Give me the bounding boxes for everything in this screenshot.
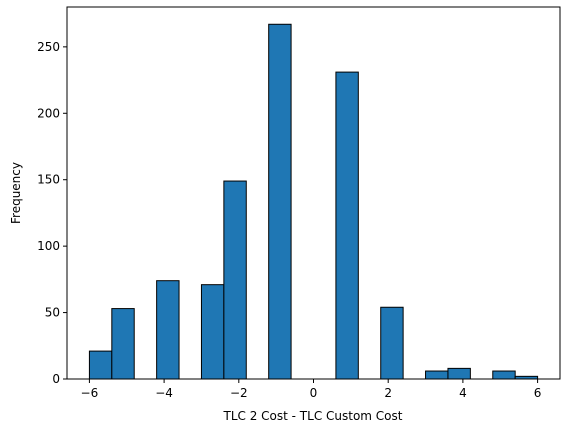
y-axis-label: Frequency	[9, 162, 23, 224]
histogram-bar	[381, 307, 403, 379]
histogram-bar	[448, 368, 470, 379]
x-tick-label: 2	[384, 386, 392, 400]
x-tick-label: −4	[155, 386, 173, 400]
y-axis-ticks: 0 50 100 150 200 250	[37, 40, 67, 386]
y-tick-label: 100	[37, 239, 60, 253]
histogram-bar	[112, 309, 134, 379]
histogram-bar	[157, 281, 179, 379]
bars-group	[89, 24, 537, 379]
y-tick-label: 0	[52, 372, 60, 386]
x-tick-label: 6	[534, 386, 542, 400]
x-tick-label: −6	[81, 386, 99, 400]
histogram-bar	[89, 351, 111, 379]
histogram-bar	[493, 371, 515, 379]
x-axis-label: TLC 2 Cost - TLC Custom Cost	[223, 409, 403, 423]
histogram-bar	[269, 24, 291, 379]
histogram-bar	[201, 285, 223, 379]
histogram-bar	[224, 181, 246, 379]
histogram-bar	[426, 371, 448, 379]
x-tick-label: 4	[459, 386, 467, 400]
y-tick-label: 250	[37, 40, 60, 54]
x-axis-ticks: −6 −4 −2 0 2 4 6	[81, 379, 542, 400]
histogram-bar	[336, 72, 358, 379]
y-tick-label: 50	[45, 306, 60, 320]
x-tick-label: 0	[310, 386, 318, 400]
plot-frame	[67, 7, 560, 379]
x-tick-label: −2	[230, 386, 248, 400]
y-tick-label: 200	[37, 106, 60, 120]
y-tick-label: 150	[37, 173, 60, 187]
